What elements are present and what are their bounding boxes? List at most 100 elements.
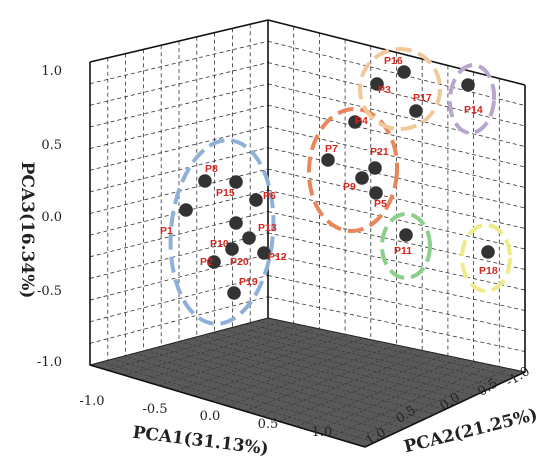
floor-grid-line	[256, 320, 516, 378]
z-tick-label: 0.5	[41, 138, 62, 153]
data-point-p19	[227, 286, 241, 300]
point-label-p10: P10	[210, 238, 229, 250]
floor-grid-line	[245, 323, 506, 382]
x-tick-label: 0.0	[200, 409, 221, 424]
floor-grid-line	[145, 349, 416, 424]
grid-line-left-h	[89, 211, 269, 258]
x-tick-label: 1.0	[312, 425, 333, 440]
x-tick-label: -1.0	[79, 394, 104, 409]
floor-grid-line	[190, 338, 456, 406]
point-label-p14: P14	[464, 104, 483, 116]
point-label-p6: P6	[263, 190, 276, 202]
point-label-p19: P19	[239, 276, 258, 288]
wall-edge	[267, 19, 526, 86]
z-tick-label: -1.0	[37, 355, 62, 370]
point-label-p11: P11	[394, 245, 412, 257]
floor-grid-line	[134, 352, 406, 429]
floor-grid-line	[212, 332, 476, 396]
chart-walls	[89, 19, 526, 373]
floor-grid-line	[124, 324, 301, 376]
point-label-p3: P3	[378, 84, 391, 96]
grid-line-right-h	[267, 189, 526, 250]
floor-edge	[364, 371, 526, 448]
grid-line-right-h	[267, 104, 526, 168]
point-label-p20: P20	[230, 256, 249, 268]
data-point-p2	[207, 255, 221, 269]
data-point-p5	[369, 186, 383, 200]
grid-line-left-h	[89, 275, 269, 323]
floor-grid-line	[330, 364, 494, 438]
cluster-ellipse	[380, 212, 432, 280]
data-point-p8	[198, 174, 212, 188]
floor-grid-line	[178, 341, 446, 410]
floor-grid-line	[201, 335, 466, 401]
floor-grid-line	[347, 368, 510, 443]
data-point-p21	[368, 161, 382, 175]
cluster-ellipse	[447, 63, 497, 135]
point-label-p12: P12	[268, 251, 287, 263]
floor-grid-line	[123, 355, 396, 434]
point-label-p13: P13	[258, 222, 277, 234]
x-tick-label: 0.5	[258, 417, 279, 432]
data-point-p4	[348, 115, 362, 129]
point-label-p21: P21	[370, 146, 389, 158]
x-axis-title: PCA1(31.13%)	[131, 423, 269, 460]
data-point-p12	[257, 246, 271, 260]
point-label-p5: P5	[374, 198, 387, 210]
floor-grid-line	[158, 331, 333, 386]
grid-line-right-h	[267, 40, 526, 106]
data-point-p6	[249, 193, 263, 207]
cluster-ellipses	[168, 47, 512, 326]
cluster-ellipse	[168, 138, 276, 326]
grid-line-left-h	[89, 232, 269, 279]
chart-floor	[88, 317, 527, 448]
cluster-ellipse	[306, 107, 400, 233]
point-label-p2: P2	[200, 256, 213, 268]
data-point-p3	[370, 77, 384, 91]
grid-line-left-h	[89, 296, 269, 344]
point-label-p15: P15	[216, 187, 235, 199]
data-point-p17	[409, 104, 423, 118]
data-point-p1	[179, 203, 193, 217]
data-points: P1 P2 P3 P4 P5 P6 P7 P8 P9 P10 P11 P12 P13 P14 P15 P16 P…	[160, 55, 498, 300]
floor-edge	[89, 364, 366, 448]
data-point-p13	[242, 231, 256, 245]
data-point-p9	[355, 171, 369, 185]
floor-grid-line	[234, 326, 496, 387]
point-label-p18: P18	[479, 265, 498, 277]
point-label-p4: P4	[355, 115, 368, 127]
grid-line-left-h	[89, 253, 269, 301]
z-axis-title: PCA3(16.34%)	[17, 162, 37, 299]
grid-line-right-h	[267, 253, 526, 311]
grid-line-right-h	[267, 168, 526, 229]
z-tick-label: 1.0	[41, 64, 62, 79]
grid-line-right-h	[267, 296, 526, 352]
z-tick-label: 0.0	[41, 210, 62, 225]
data-point-p14	[461, 78, 475, 92]
x-tick-label: -0.5	[142, 402, 167, 417]
data-point-p7	[321, 153, 335, 167]
grid-line-right-h	[267, 83, 526, 147]
floor-grid-line	[167, 344, 436, 415]
z-tick-label: -0.5	[37, 284, 62, 299]
data-point-p18	[481, 245, 495, 259]
point-label-p7: P7	[325, 143, 338, 155]
cluster-ellipse	[358, 47, 442, 131]
grid-line-right-h	[267, 126, 526, 188]
data-point-p15	[229, 175, 243, 189]
data-point-p10	[229, 216, 243, 230]
point-label-p16: P16	[384, 55, 403, 67]
data-point-p16	[397, 65, 411, 79]
floor-grid-line	[156, 347, 426, 420]
grid-line-right-h	[267, 275, 526, 332]
point-label-p1: P1	[160, 225, 173, 237]
point-label-p8: P8	[205, 163, 218, 175]
point-label-p9: P9	[343, 181, 356, 193]
grid-line-right-h	[267, 232, 526, 291]
wall-edge	[89, 19, 269, 63]
grid-line-right-h	[267, 62, 526, 127]
cluster-ellipse	[460, 223, 512, 293]
data-point-p11	[399, 228, 413, 242]
data-point-p20	[225, 242, 239, 256]
